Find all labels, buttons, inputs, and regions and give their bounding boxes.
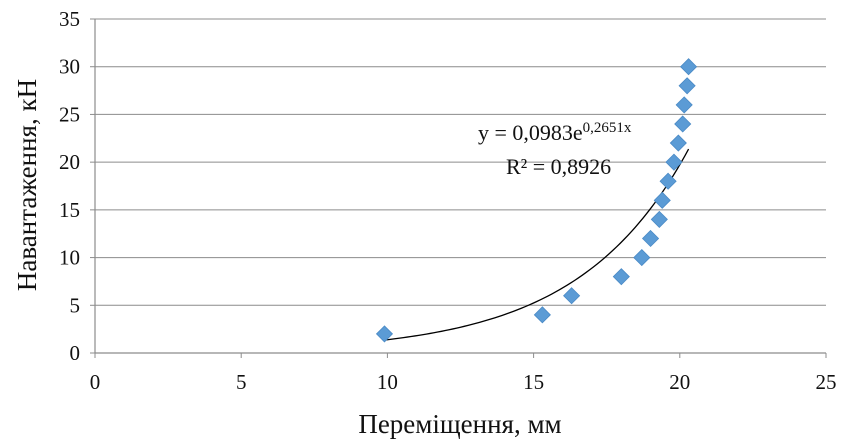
y-axis-title: Навантаження, кН: [12, 79, 42, 291]
data-point: [633, 249, 651, 267]
data-point: [659, 172, 677, 190]
x-axis-title: Переміщення, мм: [358, 409, 561, 439]
data-points: [375, 58, 698, 343]
data-point: [680, 58, 698, 76]
y-tick-label: 5: [70, 293, 81, 317]
y-tick-label: 30: [59, 55, 80, 79]
data-point: [533, 306, 551, 324]
data-point: [665, 153, 683, 171]
y-tick-labels: 0 5 10 15 20 25 30 35: [59, 7, 95, 365]
equation-prefix: y = 0,0983e: [478, 120, 583, 145]
x-tick-label: 10: [377, 370, 398, 394]
x-tick-label: 20: [669, 370, 690, 394]
data-point: [563, 287, 581, 305]
y-tick-label: 10: [59, 246, 80, 270]
data-point: [669, 134, 687, 152]
data-point: [674, 115, 692, 133]
gridlines: [95, 18, 826, 306]
y-tick-label: 25: [59, 102, 80, 126]
data-point: [678, 77, 696, 95]
data-point: [641, 229, 660, 248]
trendline-equation: y = 0,0983e0,2651x: [478, 120, 632, 145]
data-point: [375, 325, 394, 343]
data-point: [675, 96, 693, 114]
y-tick-label: 20: [59, 150, 80, 174]
x-tick-label: 0: [90, 370, 101, 394]
y-tick-label: 15: [59, 198, 80, 222]
x-tick-label: 5: [236, 370, 247, 394]
x-tick-label: 25: [816, 370, 837, 394]
equation-exponent: 0,2651x: [583, 120, 632, 136]
y-tick-label: 35: [59, 7, 80, 31]
data-point: [612, 268, 630, 286]
x-tick-label: 15: [523, 370, 544, 394]
trendline: [384, 148, 690, 341]
data-point: [653, 191, 671, 209]
x-tick-labels: 0 5 10 15 20 25: [90, 353, 837, 394]
r-squared: R² = 0,8926: [506, 154, 611, 179]
y-tick-label: 0: [70, 341, 81, 365]
data-point: [650, 210, 668, 228]
